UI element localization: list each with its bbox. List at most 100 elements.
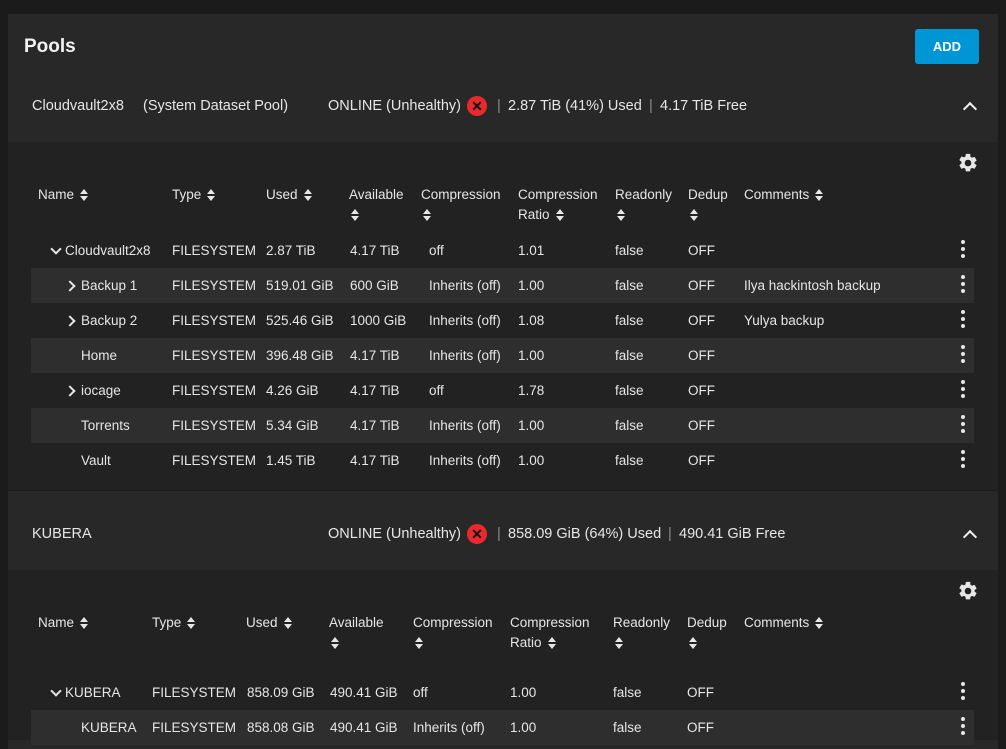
col-header-compression-ratio[interactable]: Compression Ratio	[518, 187, 598, 222]
cell-available: 4.17 TiB	[350, 418, 400, 433]
cell-available: 490.41 GiB	[330, 685, 398, 700]
sort-icon	[303, 189, 312, 202]
table-row[interactable]: Backup 1 FILESYSTEM 519.01 GiB 600 GiB Inher…	[31, 268, 974, 303]
chevron-down-icon[interactable]	[50, 243, 62, 255]
more-vert-icon[interactable]	[961, 345, 965, 363]
pool-used: 858.09 GiB (64%) Used	[508, 526, 662, 542]
col-header-used[interactable]: Used	[266, 185, 312, 205]
cell-readonly: false	[615, 418, 644, 433]
add-pool-button[interactable]: ADD	[915, 29, 979, 64]
cell-type: FILESYSTEM	[172, 243, 257, 258]
table-row[interactable]: Vault FILESYSTEM 1.45 TiB 4.17 TiB Inherits …	[31, 443, 974, 478]
table-row[interactable]: iocage FILESYSTEM 4.26 GiB 4.17 TiB off 1.78 f…	[31, 373, 974, 408]
more-vert-icon[interactable]	[961, 415, 965, 433]
cell-compression: Inherits (off)	[429, 418, 501, 433]
col-header-available[interactable]: Available	[329, 613, 389, 653]
cell-type: FILESYSTEM	[172, 348, 257, 363]
more-vert-icon[interactable]	[961, 450, 965, 468]
cell-available: 4.17 TiB	[350, 383, 400, 398]
table-row[interactable]: KUBERA FILESYSTEM 858.08 GiB 490.41 GiB Inhe…	[31, 710, 974, 745]
page-title: Pools	[24, 36, 76, 57]
cell-name: Backup 1	[81, 278, 138, 293]
col-header-name[interactable]: Name	[38, 185, 89, 205]
col-header-name[interactable]: Name	[38, 613, 89, 633]
cell-type: FILESYSTEM	[152, 685, 237, 700]
cell-compression: Inherits (off)	[429, 348, 501, 363]
cell-ratio: 1.00	[518, 278, 545, 293]
pool-header-cloudvault[interactable]: Cloudvault2x8 (System Dataset Pool) ONLI…	[8, 78, 998, 134]
chevron-right-icon[interactable]	[64, 280, 76, 292]
chevron-down-icon[interactable]	[50, 685, 62, 697]
cell-available: 4.17 TiB	[350, 243, 400, 258]
separator: |	[497, 98, 501, 114]
cell-available: 600 GiB	[350, 278, 399, 293]
sort-icon	[615, 637, 623, 650]
col-header-comments[interactable]: Comments	[744, 185, 824, 205]
gear-icon[interactable]	[957, 580, 979, 602]
col-header-dedup[interactable]: Dedup	[687, 613, 727, 653]
sort-icon	[690, 209, 698, 222]
cell-readonly: false	[615, 383, 644, 398]
col-header-dedup[interactable]: Dedup	[688, 185, 728, 225]
col-header-compression-ratio[interactable]: Compression Ratio	[510, 615, 590, 650]
collapse-chevron-icon[interactable]	[962, 101, 978, 117]
more-vert-icon[interactable]	[961, 310, 965, 328]
more-vert-icon[interactable]	[961, 275, 965, 293]
more-vert-icon[interactable]	[961, 717, 965, 735]
cell-readonly: false	[615, 348, 644, 363]
col-header-available[interactable]: Available	[349, 185, 409, 225]
col-header-compression[interactable]: Compression	[413, 613, 503, 653]
cell-ratio: 1.00	[518, 348, 545, 363]
pool-header-kubera[interactable]: KUBERA ONLINE (Unhealthy) ✕ | 858.09 GiB…	[8, 506, 998, 562]
col-header-used[interactable]: Used	[246, 613, 292, 633]
sort-icon	[815, 617, 824, 630]
col-header-type[interactable]: Type	[152, 613, 196, 633]
cell-ratio: 1.08	[518, 313, 545, 328]
more-vert-icon[interactable]	[961, 240, 965, 258]
cell-name: KUBERA	[65, 685, 121, 700]
col-header-readonly[interactable]: Readonly	[613, 613, 670, 653]
cell-used: 4.26 GiB	[266, 383, 319, 398]
cell-readonly: false	[613, 685, 642, 700]
sort-icon	[689, 637, 697, 650]
dataset-table-cloudvault: Name Type Used Available Compression Com…	[8, 142, 998, 490]
cell-type: FILESYSTEM	[172, 418, 257, 433]
cell-ratio: 1.00	[518, 453, 545, 468]
col-header-compression[interactable]: Compression	[421, 185, 511, 225]
more-vert-icon[interactable]	[961, 380, 965, 398]
dataset-table-kubera: Name Type Used Available Compression Com…	[8, 570, 998, 745]
chevron-right-icon[interactable]	[64, 385, 76, 397]
table-row[interactable]: Cloudvault2x8 FILESYSTEM 2.87 TiB 4.17 TiB o…	[31, 233, 974, 268]
col-header-type[interactable]: Type	[172, 185, 216, 205]
sort-icon	[80, 189, 89, 202]
col-header-comments[interactable]: Comments	[744, 613, 824, 633]
error-circle-icon: ✕	[467, 524, 487, 544]
cell-type: FILESYSTEM	[172, 383, 257, 398]
cell-compression: Inherits (off)	[429, 278, 501, 293]
cell-compression: off	[429, 243, 444, 258]
pool-used: 2.87 TiB (41%) Used	[508, 98, 642, 114]
gear-icon[interactable]	[957, 152, 979, 174]
more-vert-icon[interactable]	[961, 682, 965, 700]
cell-dedup: OFF	[688, 453, 715, 468]
chevron-right-icon[interactable]	[64, 315, 76, 327]
cell-used: 519.01 GiB	[266, 278, 334, 293]
pool-status: ONLINE (Unhealthy)	[328, 98, 461, 114]
collapse-chevron-icon[interactable]	[962, 529, 978, 545]
sort-icon	[423, 209, 431, 222]
table-row[interactable]: Home FILESYSTEM 396.48 GiB 4.17 TiB Inherits…	[31, 338, 974, 373]
cell-available: 4.17 TiB	[350, 453, 400, 468]
sort-icon	[207, 189, 216, 202]
table-row[interactable]: Torrents FILESYSTEM 5.34 GiB 4.17 TiB Inheri…	[31, 408, 974, 443]
table-row[interactable]: KUBERA FILESYSTEM 858.09 GiB 490.41 GiB off 1…	[31, 675, 974, 710]
table-row[interactable]: Backup 2 FILESYSTEM 525.46 GiB 1000 GiB Inhe…	[31, 303, 974, 338]
separator: |	[497, 526, 501, 542]
sort-icon	[555, 209, 564, 222]
cell-type: FILESYSTEM	[172, 313, 257, 328]
cell-ratio: 1.00	[510, 685, 537, 700]
cell-compression: Inherits (off)	[413, 720, 485, 735]
cell-available: 4.17 TiB	[350, 348, 400, 363]
cell-dedup: OFF	[687, 685, 714, 700]
col-header-readonly[interactable]: Readonly	[615, 185, 672, 225]
cell-ratio: 1.01	[518, 243, 545, 258]
